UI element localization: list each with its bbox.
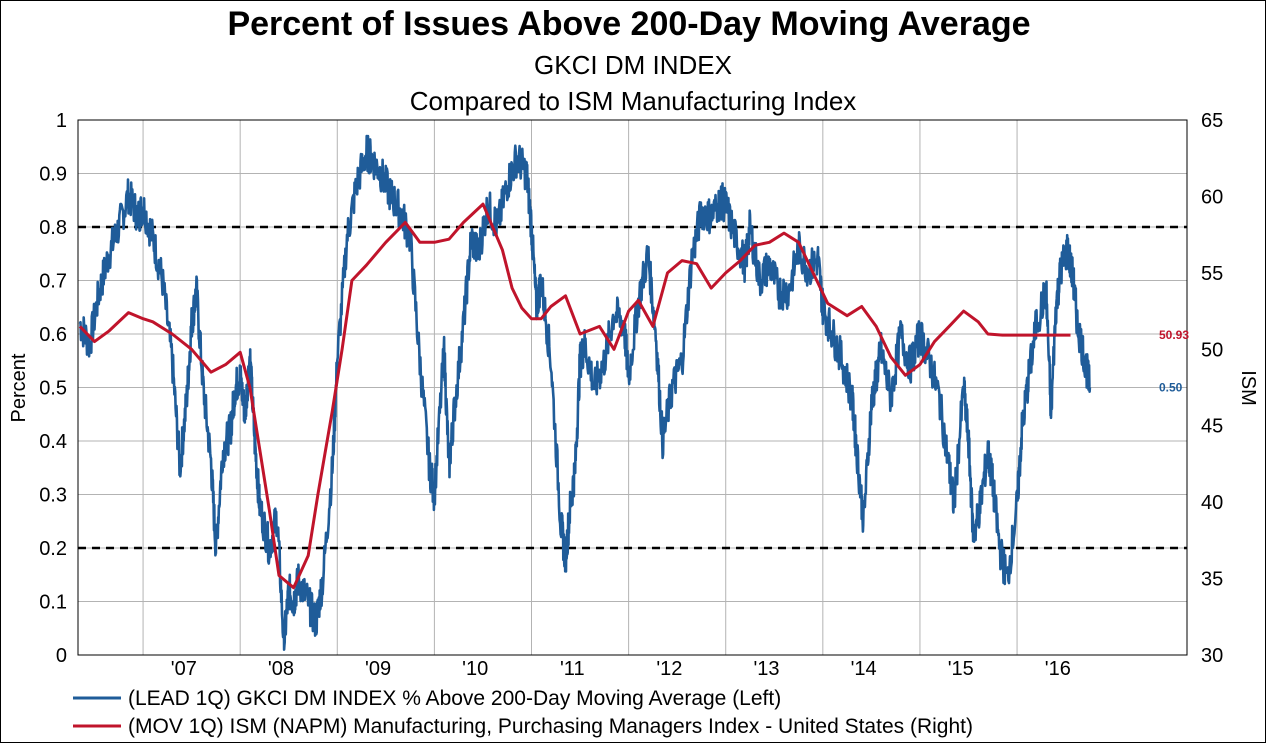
x-tick-label: '15: [948, 658, 974, 680]
x-tick-label: '09: [365, 658, 391, 680]
y-left-tick-label: 1: [56, 110, 67, 132]
x-tick-label: '14: [851, 658, 877, 680]
end-value-label-1: 0.50: [1159, 381, 1183, 395]
legend-label-2: (MOV 1Q) ISM (NAPM) Manufacturing, Purch…: [128, 715, 973, 738]
x-tick-label: '16: [1045, 658, 1071, 680]
y-left-tick-label: 0.3: [39, 485, 67, 507]
y-left-tick-label: 0.6: [39, 324, 67, 346]
y-right-tick-label: 65: [1201, 110, 1223, 132]
y-left-tick-label: 0.7: [39, 271, 67, 293]
y-left-tick-label: 0.1: [39, 592, 67, 614]
chart-subtitle: GKCI DM INDEX: [534, 50, 732, 80]
x-tick-label: '07: [171, 658, 197, 680]
x-tick-label: '10: [462, 658, 488, 680]
series-line-2: [78, 202, 1071, 590]
chart-subtitle-2: Compared to ISM Manufacturing Index: [410, 86, 857, 116]
legend: (LEAD 1Q) GKCI DM INDEX % Above 200-Day …: [73, 687, 973, 738]
y-left-tick-label: 0.8: [39, 217, 67, 239]
end-value-label-2: 50.93: [1159, 328, 1189, 342]
series-layer: 0.50 50.93: [78, 134, 1189, 651]
series-line-1: [78, 134, 1092, 651]
y-left-tick-label: 0.9: [39, 164, 67, 186]
plot-area-border: [77, 119, 1188, 656]
chart-title: Percent of Issues Above 200-Day Moving A…: [227, 5, 1030, 43]
y-left-tick-label: 0.5: [39, 378, 67, 400]
y-right-tick-label: 30: [1201, 645, 1223, 667]
y-right-tick-label: 35: [1201, 569, 1223, 591]
y-right-tick-label: 50: [1201, 339, 1223, 361]
y-left-tick-label: 0.4: [39, 431, 67, 453]
x-tick-label: '12: [656, 658, 682, 680]
y-right-tick-label: 45: [1201, 416, 1223, 438]
y-right-tick-label: 40: [1201, 492, 1223, 514]
y-right-tick-label: 55: [1201, 263, 1223, 285]
y-axis-left-title: Percent: [8, 353, 30, 422]
x-tick-label: '11: [560, 658, 585, 680]
y-left-tick-label: 0.2: [39, 538, 67, 560]
grid: [78, 119, 1187, 656]
y-axis-right-title: ISM: [1237, 370, 1259, 406]
x-tick-label: '08: [268, 658, 294, 680]
legend-label-1: (LEAD 1Q) GKCI DM INDEX % Above 200-Day …: [128, 687, 781, 710]
y-right-tick-label: 60: [1201, 186, 1223, 208]
y-left-tick-label: 0: [56, 645, 67, 667]
tick-labels: 0 0.1 0.2 0.3 0.4 0.5 0.6 0.7 0.8 0.9 1 30 35 40 45 50 5…: [39, 110, 1223, 680]
x-tick-label: '13: [753, 658, 779, 680]
